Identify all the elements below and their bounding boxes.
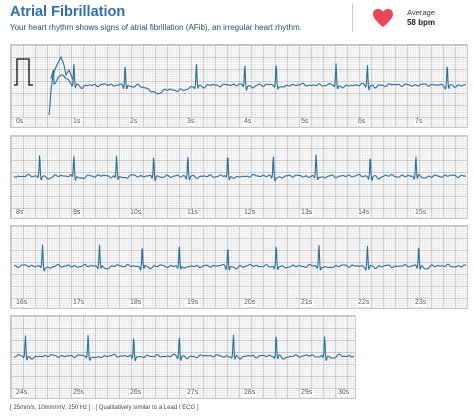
ecg-strip-4: 24s 25s 26s 27s 28s 29s 30s <box>10 315 356 399</box>
time-tick: 6s <box>357 118 367 126</box>
time-tick: 26s <box>129 389 143 397</box>
average-label: Average <box>407 8 435 17</box>
header: Atrial Fibrillation Your heart rhythm sh… <box>0 0 474 42</box>
page-title: Atrial Fibrillation <box>10 4 126 20</box>
time-tick: 16s <box>15 299 29 307</box>
time-tick: 12s <box>243 209 257 217</box>
time-tick: 25s <box>72 389 86 397</box>
time-tick: 14s <box>357 209 371 217</box>
time-tick: 7s <box>414 118 424 126</box>
time-tick: 23s <box>414 299 428 307</box>
time-tick: 0s <box>15 118 25 126</box>
header-divider <box>352 4 353 32</box>
ecg-trace-1 <box>14 55 467 116</box>
time-tick: 13s <box>300 209 314 217</box>
time-tick: 15s <box>414 209 428 217</box>
time-tick: 24s <box>15 389 29 397</box>
average-value: 58 bpm <box>406 18 435 27</box>
time-tick: 10s <box>129 209 143 217</box>
ecg-trace-4 <box>13 334 355 362</box>
calibration-pulse <box>14 58 33 86</box>
ecg-footer-note: [ 25mm/s, 10mm/mV, 250 Hz ] : [ Qualitat… <box>10 405 199 411</box>
time-tick: 11s <box>186 209 199 217</box>
ecg-trace-line <box>13 154 467 182</box>
time-tick: 20s <box>243 299 257 307</box>
time-tick: 22s <box>357 299 371 307</box>
time-tick: 2s <box>129 118 139 126</box>
time-tick: 1s <box>72 118 82 126</box>
ecg-strip-2: 8s 9s 10s 11s 12s 13s 14s 15s <box>10 135 468 219</box>
ecg-trace-line <box>13 334 355 362</box>
ecg-strip-3: 16s 17s 18s 19s 20s 21s 22s 23s <box>10 225 468 309</box>
ecg-strip-1: 0s 1s 2s 3s 4s 5s 6s 7s <box>10 44 468 128</box>
time-tick: 17s <box>72 299 86 307</box>
ecg-trace-2 <box>13 154 467 182</box>
page-subtitle: Your heart rhythm shows signs of atrial … <box>10 23 302 32</box>
time-tick: 19s <box>186 299 200 307</box>
ecg-trace-3 <box>13 244 467 272</box>
time-tick: 8s <box>15 209 25 217</box>
ecg-initial-upstroke <box>48 55 74 116</box>
time-tick: 3s <box>186 118 196 126</box>
time-tick: 5s <box>300 118 310 126</box>
time-tick: 28s <box>243 389 257 397</box>
time-tick: 21s <box>300 299 314 307</box>
time-tick: 29s <box>300 389 314 397</box>
time-tick: 30s <box>337 389 351 397</box>
time-tick: 27s <box>186 389 200 397</box>
time-tick: 9s <box>72 209 82 217</box>
time-tick: 4s <box>243 118 253 126</box>
time-tick: 18s <box>129 299 143 307</box>
ecg-trace-line <box>50 63 467 95</box>
ecg-trace-line <box>13 244 467 272</box>
heart-icon <box>373 8 393 28</box>
